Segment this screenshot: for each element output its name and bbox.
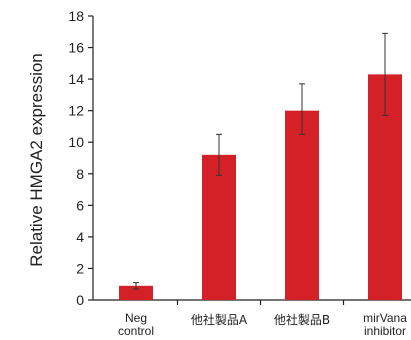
y-tick-label-12: 12: [68, 103, 84, 119]
bar-1: [202, 154, 236, 300]
category-label-3-0: mirVana: [363, 311, 407, 325]
y-tick-label-10: 10: [68, 134, 84, 150]
category-label-0-1: control: [118, 324, 154, 338]
category-labels: Negcontrol他社製品A他社製品BmirVanainhibitor™: [118, 311, 407, 338]
y-axis-title: Relative HMGA2 expression: [27, 53, 46, 267]
y-tick-label-0: 0: [76, 292, 84, 308]
y-tick-label-18: 18: [68, 8, 84, 24]
category-label-0-0: Neg: [125, 311, 147, 325]
category-label-3-1: inhibitor: [364, 324, 406, 338]
y-tick-label-2: 2: [76, 260, 84, 276]
y-tick-label-16: 16: [68, 40, 84, 56]
error-bars: [133, 32, 388, 290]
category-label-2-0: 他社製品B: [274, 312, 330, 327]
y-tick-label-4: 4: [76, 229, 84, 245]
bar-2: [285, 110, 319, 301]
category-label-1-0: 他社製品A: [191, 312, 248, 327]
x-axis: [93, 299, 411, 305]
y-axis: 0 2 4 6 8 10 12 14 16 18: [68, 8, 94, 308]
bar-0: [119, 285, 153, 300]
bars: [119, 74, 402, 301]
y-tick-label-6: 6: [76, 197, 84, 213]
y-tick-label-14: 14: [68, 71, 84, 87]
y-tick-label-8: 8: [76, 166, 84, 182]
